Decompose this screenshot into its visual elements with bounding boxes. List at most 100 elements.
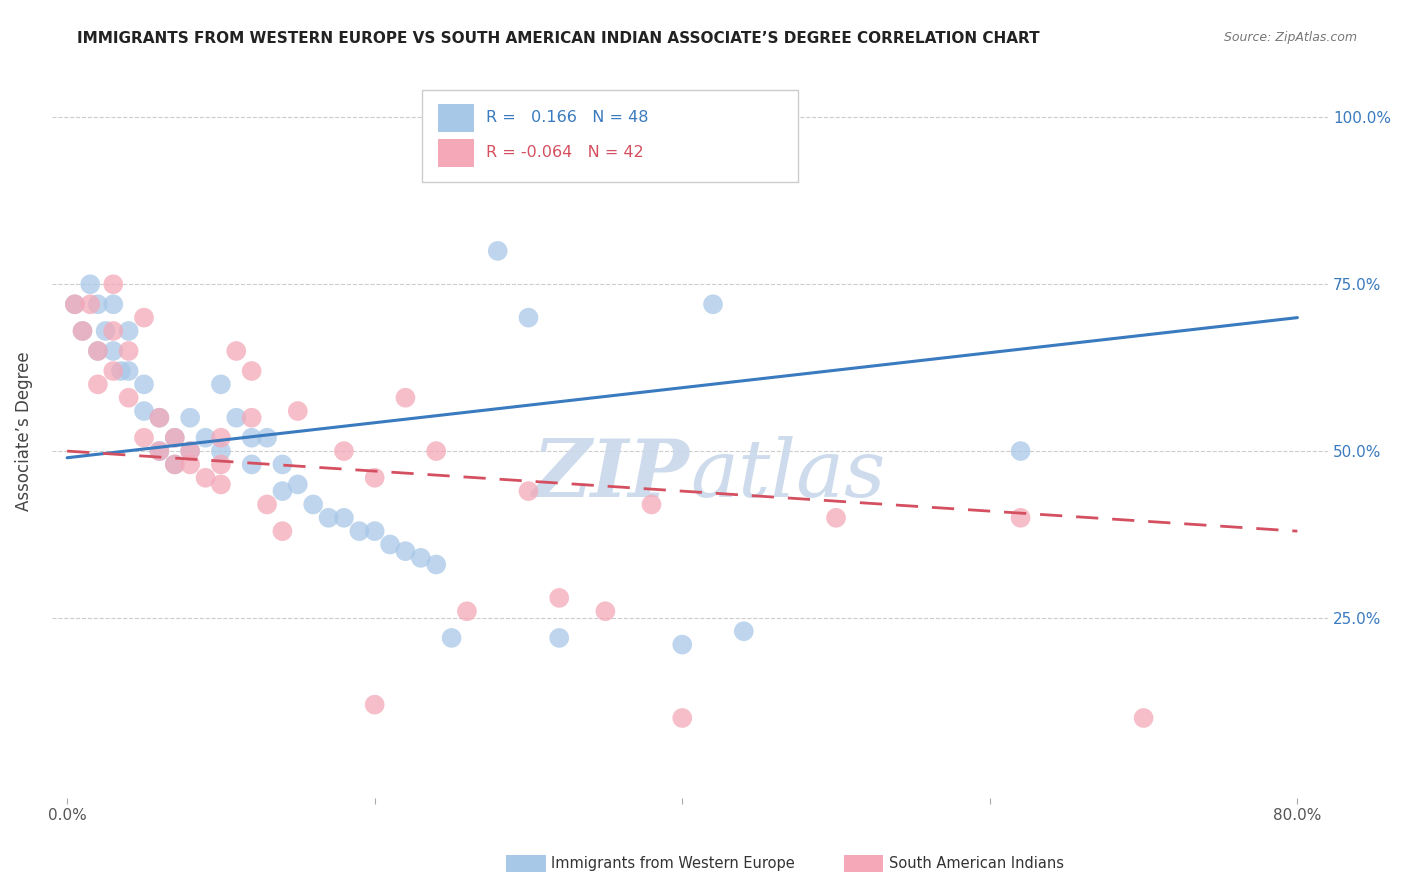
Point (1333, 190, 1355, 204)
Text: atlas: atlas (690, 436, 886, 514)
Point (163, 458, 186, 472)
Point (456, 604, 478, 618)
Point (640, 498, 662, 512)
Text: Immigrants from Western Europe: Immigrants from Western Europe (551, 856, 794, 871)
Point (79, 277, 101, 292)
Point (94, 324, 117, 338)
Point (517, 484, 540, 499)
Point (425, 444, 447, 458)
Point (517, 310, 540, 325)
Point (318, 511, 340, 525)
Point (132, 404, 155, 418)
Point (87, 297, 110, 311)
Point (702, 297, 724, 311)
Point (87, 343, 110, 358)
Point (1132, 711, 1154, 725)
Point (148, 410, 170, 425)
Point (256, 498, 278, 512)
Point (363, 471, 385, 485)
Point (117, 391, 139, 405)
Point (733, 624, 755, 639)
Point (63, 297, 86, 311)
Point (117, 324, 139, 338)
Point (209, 477, 232, 491)
Point (117, 364, 139, 378)
Point (378, 537, 401, 551)
Point (179, 444, 201, 458)
Point (1010, 511, 1032, 525)
Point (595, 604, 617, 618)
Point (163, 431, 186, 445)
Point (87, 343, 110, 358)
Point (333, 444, 356, 458)
Point (72, 324, 94, 338)
Point (440, 631, 463, 645)
Point (132, 431, 155, 445)
Point (302, 498, 325, 512)
Point (72, 324, 94, 338)
Point (394, 544, 416, 558)
Point (110, 364, 132, 378)
Point (179, 410, 201, 425)
Point (394, 391, 416, 405)
Point (486, 244, 509, 258)
Point (240, 431, 263, 445)
Point (103, 343, 125, 358)
Point (825, 511, 848, 525)
Point (103, 297, 125, 311)
Point (194, 431, 217, 445)
Point (209, 431, 232, 445)
Point (240, 364, 263, 378)
Point (148, 444, 170, 458)
Point (287, 477, 309, 491)
Point (148, 444, 170, 458)
Point (103, 324, 125, 338)
Text: R =   0.166   N = 48: R = 0.166 N = 48 (485, 110, 648, 125)
Text: IMMIGRANTS FROM WESTERN EUROPE VS SOUTH AMERICAN INDIAN ASSOCIATE’S DEGREE CORRE: IMMIGRANTS FROM WESTERN EUROPE VS SOUTH … (77, 31, 1040, 46)
Point (671, 711, 693, 725)
Point (87, 377, 110, 392)
Point (163, 431, 186, 445)
Point (363, 698, 385, 712)
Point (117, 343, 139, 358)
Point (103, 364, 125, 378)
Point (349, 524, 371, 538)
Point (409, 550, 432, 565)
Point (271, 524, 294, 538)
Point (225, 410, 247, 425)
Point (148, 410, 170, 425)
Point (209, 444, 232, 458)
Text: R = -0.064   N = 42: R = -0.064 N = 42 (485, 145, 644, 161)
Point (1010, 444, 1032, 458)
Point (240, 458, 263, 472)
FancyBboxPatch shape (439, 139, 474, 167)
Point (209, 377, 232, 392)
Point (132, 377, 155, 392)
Point (548, 591, 571, 605)
Point (271, 458, 294, 472)
Point (209, 458, 232, 472)
Y-axis label: Associate’s Degree: Associate’s Degree (15, 351, 32, 511)
Point (179, 458, 201, 472)
Point (287, 404, 309, 418)
Point (194, 471, 217, 485)
Point (333, 511, 356, 525)
Point (179, 444, 201, 458)
Point (671, 638, 693, 652)
Text: South American Indians: South American Indians (889, 856, 1063, 871)
Point (640, 130, 662, 145)
Point (63, 297, 86, 311)
Point (79, 297, 101, 311)
Point (163, 458, 186, 472)
Text: ZIP: ZIP (533, 436, 690, 514)
Point (240, 410, 263, 425)
FancyBboxPatch shape (439, 103, 474, 132)
Point (225, 343, 247, 358)
Point (548, 631, 571, 645)
Point (132, 310, 155, 325)
FancyBboxPatch shape (422, 90, 799, 181)
Point (103, 277, 125, 292)
Text: Source: ZipAtlas.com: Source: ZipAtlas.com (1223, 31, 1357, 45)
Point (271, 484, 294, 499)
Point (425, 558, 447, 572)
